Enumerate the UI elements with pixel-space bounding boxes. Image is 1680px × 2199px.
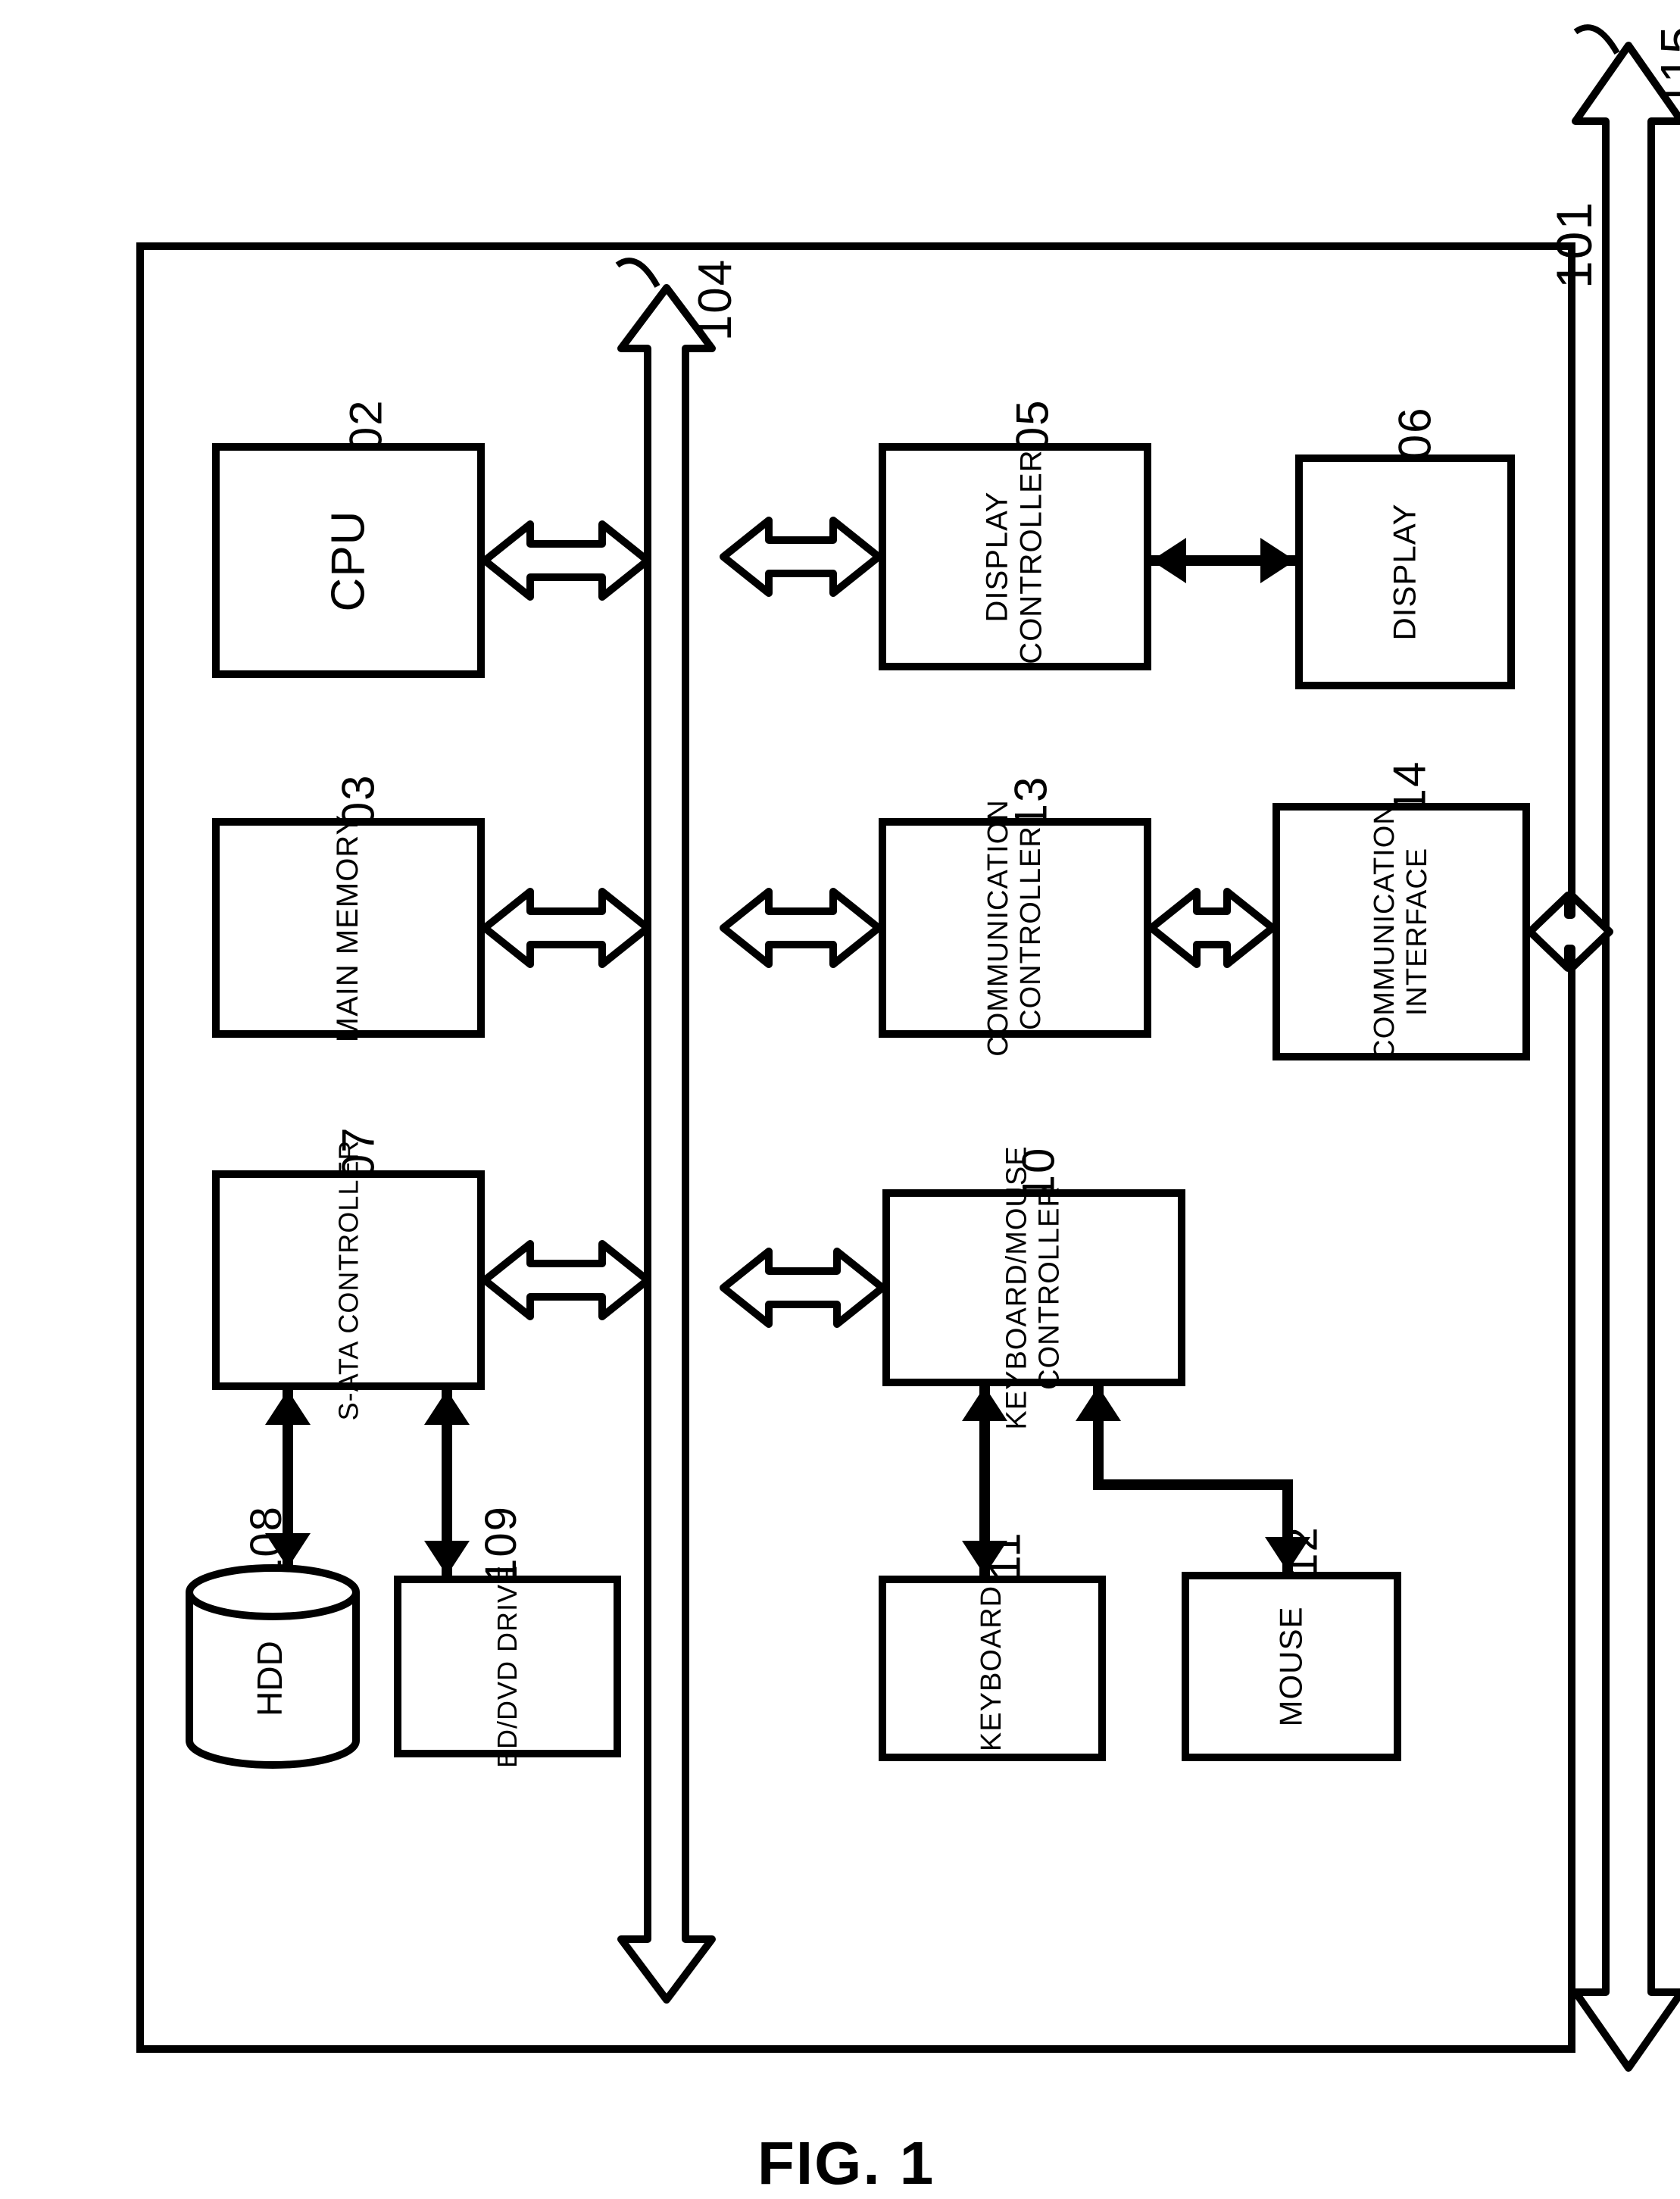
diagram-stage: HDDCPUMAIN MEMORYS-ATA CONTROLLERBD/DVD …	[0, 0, 1680, 2199]
svg-text:HDD: HDD	[250, 1641, 289, 1716]
